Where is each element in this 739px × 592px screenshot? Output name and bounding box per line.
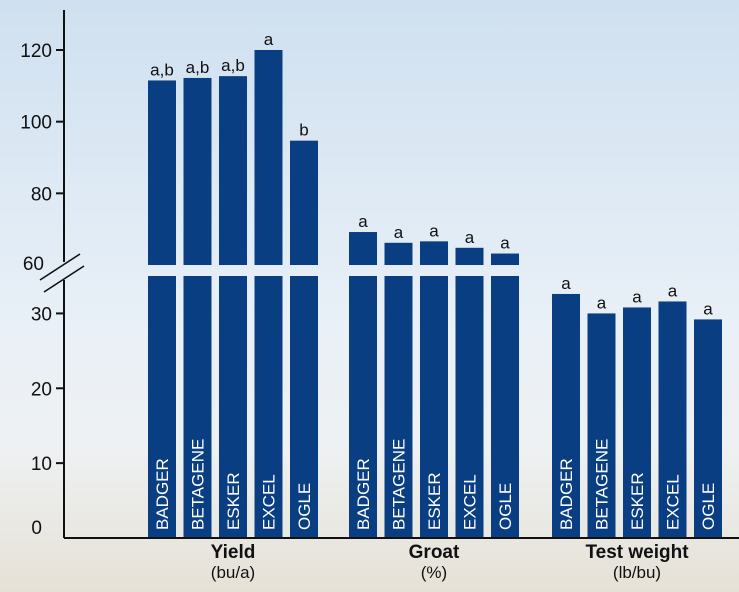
category-label: ESKER	[628, 472, 647, 530]
category-label: EXCEL	[260, 474, 279, 530]
significance-letter: a,b	[186, 58, 210, 77]
y-tick-label: 120	[20, 41, 52, 62]
significance-letter: a	[500, 234, 510, 253]
significance-letter: a,b	[221, 56, 245, 75]
bar-upper-Yield-EXCEL	[254, 50, 283, 265]
axis-break-mark-upper	[39, 253, 81, 281]
bar-Test weight-OGLE	[694, 319, 722, 538]
axis-break-mark-lower	[43, 265, 85, 293]
group-title: Test weight	[585, 542, 689, 563]
bar-Test weight-EXCEL	[658, 301, 687, 538]
bar-lower-Groat-BADGER	[349, 276, 377, 538]
y-tick-label: 60	[23, 254, 44, 275]
bar-upper-Groat-ESKER	[420, 241, 448, 265]
category-label: BADGER	[153, 458, 172, 530]
bar-upper-Groat-BADGER	[349, 232, 377, 265]
significance-letter: b	[299, 121, 308, 140]
bar-upper-Yield-BADGER	[148, 80, 176, 265]
bar-upper-Groat-EXCEL	[455, 247, 484, 265]
category-label: BETAGENE	[390, 439, 409, 530]
y-tick-label: 30	[31, 304, 52, 325]
bar-lower-Yield-ESKER	[219, 276, 247, 538]
group-title: Groat	[409, 542, 460, 563]
significance-letter: a	[561, 274, 571, 293]
significance-letter: a	[668, 281, 678, 300]
category-label: EXCEL	[461, 474, 480, 530]
y-tick-label: 0	[31, 518, 42, 539]
category-label: OGLE	[295, 483, 314, 530]
bar-upper-Groat-OGLE	[491, 253, 519, 265]
bar-lower-Groat-BETAGENE	[384, 276, 413, 538]
category-label: EXCEL	[664, 474, 683, 530]
group-unit: (bu/a)	[211, 563, 255, 582]
significance-letter: a	[597, 293, 607, 312]
bar-lower-Groat-EXCEL	[455, 276, 484, 538]
labels-layer: a,b BADGER a,b BETAGENE a,b ESKER a EXCEL b OGLE Y…	[20, 30, 718, 582]
bar-upper-Yield-BETAGENE	[183, 77, 212, 265]
bar-Test weight-ESKER	[623, 307, 651, 538]
category-label: BETAGENE	[593, 439, 612, 530]
bars-layer	[148, 50, 722, 538]
bar-lower-Groat-ESKER	[420, 276, 448, 538]
bar-upper-Yield-ESKER	[219, 76, 247, 266]
bar-lower-Yield-BADGER	[148, 276, 176, 538]
bar-lower-Groat-OGLE	[491, 276, 519, 538]
y-tick-label: 80	[31, 184, 52, 205]
group-unit: (%)	[421, 563, 447, 582]
y-tick-label: 100	[20, 113, 52, 134]
category-label: BADGER	[354, 458, 373, 530]
bar-Test weight-BADGER	[552, 293, 580, 538]
significance-letter: a	[465, 228, 475, 247]
category-label: BETAGENE	[189, 439, 208, 530]
bar-upper-Groat-BETAGENE	[384, 242, 413, 265]
category-label: OGLE	[496, 483, 515, 530]
significance-letter: a	[632, 287, 642, 306]
axis-layer	[39, 10, 739, 539]
significance-letter: a,b	[150, 60, 174, 79]
bar-upper-Yield-OGLE	[290, 140, 318, 265]
category-label: OGLE	[699, 483, 718, 530]
group-title: Yield	[211, 542, 256, 563]
significance-letter: a	[358, 212, 368, 231]
category-label: ESKER	[425, 472, 444, 530]
category-label: ESKER	[224, 472, 243, 530]
bar-Test weight-BETAGENE	[587, 313, 616, 538]
y-tick-label: 20	[31, 379, 52, 400]
bar-lower-Yield-BETAGENE	[183, 276, 212, 538]
significance-letter: a	[394, 223, 404, 242]
category-label: BADGER	[557, 458, 576, 530]
bar-lower-Yield-OGLE	[290, 276, 318, 538]
significance-letter: a	[429, 221, 439, 240]
significance-letter: a	[264, 30, 274, 49]
group-unit: (lb/bu)	[613, 563, 661, 582]
significance-letter: a	[703, 299, 713, 318]
y-tick-label: 10	[31, 454, 52, 475]
bar-lower-Yield-EXCEL	[254, 276, 283, 538]
